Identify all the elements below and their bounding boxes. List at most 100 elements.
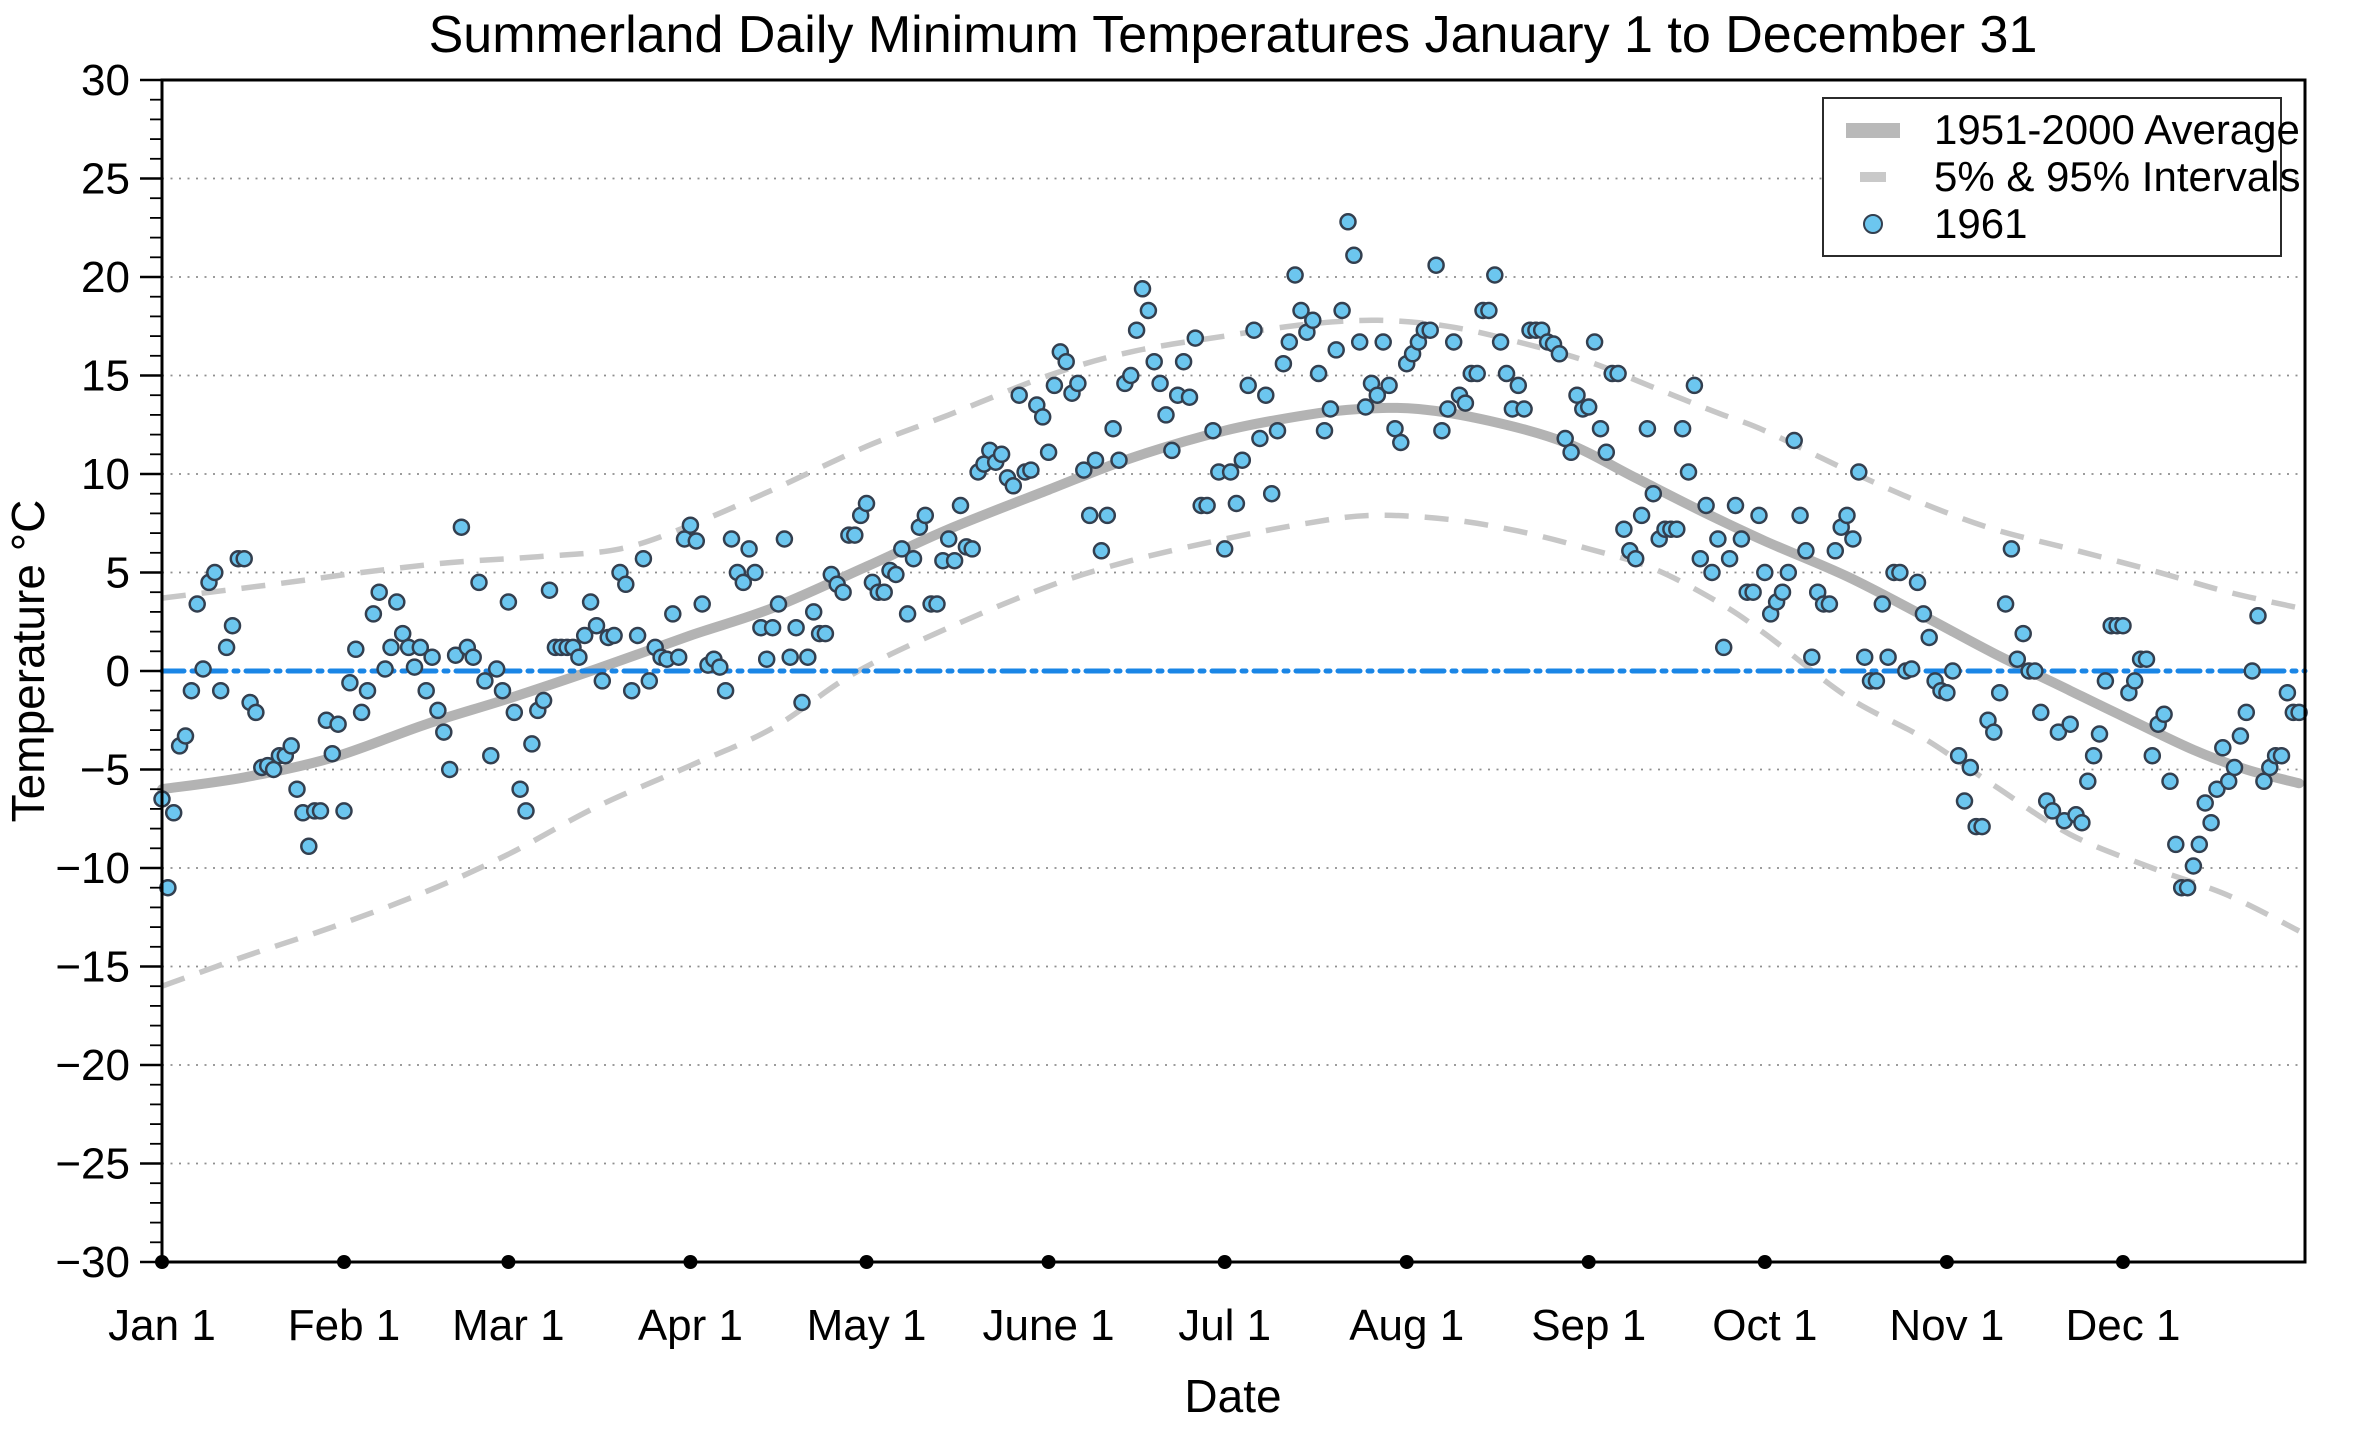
legend-item-intervals: 5% & 95% Intervals: [1838, 155, 2301, 199]
scatter-point-1961: [1333, 301, 1351, 320]
scatter-point-1961: [223, 616, 242, 635]
scatter-point-1961: [757, 650, 776, 668]
scatter-point-1961: [1286, 266, 1304, 284]
y-tick-label: 25: [81, 155, 130, 204]
scatter-point-1961: [1104, 419, 1122, 438]
scatter-point-1961: [1867, 672, 1886, 690]
scatter-point-1961: [992, 445, 1011, 464]
scatter-point-1961: [1668, 520, 1686, 538]
scatter-point-1961: [1550, 345, 1569, 363]
scatter-point-1961: [1902, 660, 1921, 678]
scatter-point-1961: [2096, 672, 2115, 690]
scatter-point-1961: [1122, 366, 1140, 385]
interval-line-swatch-box: [1838, 171, 1908, 182]
scatter-point-1961: [1908, 573, 1927, 592]
scatter-point-1961: [1855, 648, 1874, 666]
scatter-point-1961: [2084, 746, 2103, 765]
scatter-point-1961: [1844, 530, 1862, 548]
scatter-point-1961: [1321, 400, 1340, 418]
scatter-point-1961: [1938, 683, 1956, 702]
scatter-point-1961: [1632, 506, 1651, 525]
scatter-point-1961: [1257, 386, 1275, 404]
scatter-point-1961: [358, 681, 377, 700]
scatter-point-1961: [1996, 595, 2015, 613]
scatter-point-1961: [1198, 496, 1216, 515]
scatter-point-1961: [581, 593, 600, 611]
scatter-point-1961: [834, 583, 852, 601]
scatter-point-1961: [2196, 794, 2214, 812]
y-tick-label: 0: [106, 647, 130, 696]
scatter-point-1961: [681, 516, 700, 534]
month-tick-dot: [155, 1255, 169, 1269]
scatter-point-1961: [1609, 364, 1627, 383]
scatter-point-1961: [1726, 496, 1745, 515]
month-tick-dot: [1939, 1255, 1954, 1269]
scatter-point-1961: [2125, 672, 2144, 690]
scatter-point-1961: [2049, 723, 2068, 741]
scatter-point-1961: [2137, 650, 2156, 668]
scatter-point-1961: [1145, 352, 1163, 371]
scatter-point-1961: [2272, 746, 2291, 765]
scatter-point-1961: [1579, 398, 1598, 416]
month-tick-dot: [1757, 1255, 1772, 1269]
gray-dash-icon: [1860, 171, 1886, 182]
scatter-point-1961: [939, 530, 958, 548]
scatter-point-1961: [511, 780, 529, 798]
scatter-point-1961: [2114, 616, 2132, 635]
scatter-point-1961: [640, 672, 659, 690]
scatter-point-1961: [182, 681, 201, 700]
scatter-point-1961: [1973, 817, 1991, 836]
scatter-point-1961: [734, 573, 753, 592]
scatter-point-1961: [2143, 746, 2162, 765]
scatter-point-1961: [746, 563, 764, 582]
scatter-point-1961: [540, 581, 559, 599]
scatter-point-1961: [605, 626, 623, 645]
scatter-point-1961: [570, 648, 588, 666]
scatter-point-1961: [716, 681, 735, 700]
scatter-point-1961: [587, 616, 606, 635]
scatter-point-1961: [1039, 443, 1058, 462]
scatter-point-1961: [775, 530, 794, 548]
scatter-point-1961: [1080, 506, 1099, 525]
scatter-point-1961: [1075, 461, 1093, 479]
scatter-point-1961: [376, 660, 394, 678]
scatter-point-1961: [1515, 400, 1533, 418]
plot-layers: −30 −25 −20 −15 −10 −5 0 5 10 15 20 25 30 Jan 1 Feb 1 M…: [55, 56, 2308, 1350]
scatter-point-1961: [1850, 463, 1868, 481]
month-tick-dot: [337, 1255, 352, 1269]
scatter-point-1961: [898, 605, 917, 623]
scatter-point-1961: [487, 660, 506, 678]
scatter-point-1961: [1673, 419, 1692, 438]
scatter-point-1961: [769, 595, 788, 613]
scatter-point-1961: [634, 549, 653, 568]
scatter-point-1961: [493, 681, 512, 700]
scatter-point-1961: [1955, 792, 1974, 810]
month-tick-dot: [1399, 1255, 1414, 1269]
scatter-point-1961: [1069, 374, 1087, 393]
scatter-point-1961: [2237, 703, 2256, 722]
scatter-point-1961: [787, 618, 805, 637]
scatter-point-1961: [1597, 443, 1616, 462]
y-tick-label: 20: [81, 253, 130, 302]
scatter-point-1961: [916, 506, 935, 525]
scatter-point-1961: [2079, 772, 2097, 791]
scatter-point-1961: [1439, 400, 1457, 418]
scatter-point-1961: [1374, 333, 1392, 351]
scatter-point-1961: [341, 674, 359, 692]
scatter-point-1961: [1022, 461, 1040, 479]
month-tick-label: Aug 1: [1349, 1301, 1464, 1350]
scatter-point-1961: [423, 648, 441, 666]
scatter-point-1961: [2243, 662, 2261, 680]
scatter-point-1961: [335, 802, 353, 820]
scatter-point-1961: [1392, 433, 1410, 452]
scatter-point-1961: [164, 804, 183, 822]
scatter-point-1961: [247, 703, 265, 722]
scatter-point-1961: [664, 605, 682, 623]
scatter-point-1961: [904, 549, 923, 568]
scatter-point-1961: [1239, 376, 1257, 395]
scatter-point-1961: [470, 573, 488, 592]
scatter-point-1961: [1433, 421, 1451, 440]
scatter-point-1961: [499, 593, 518, 611]
scatter-point-1961: [523, 735, 541, 753]
scatter-point-1961: [804, 603, 823, 621]
